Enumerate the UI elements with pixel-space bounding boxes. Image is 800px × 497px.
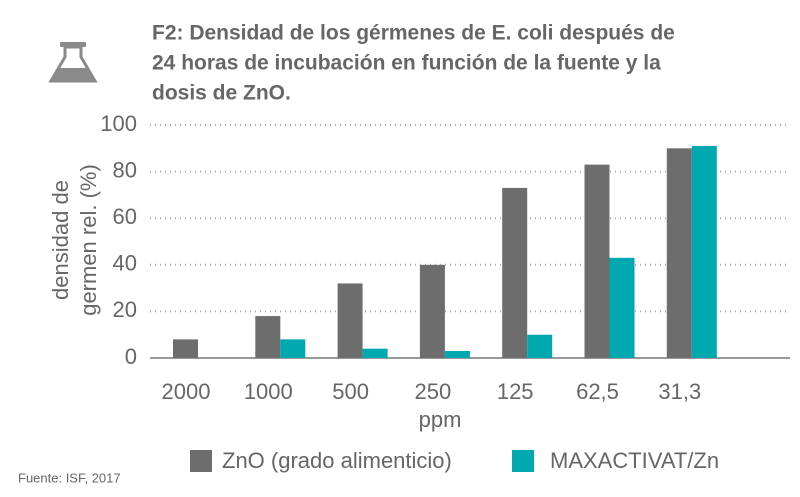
chart-title: 24 horas de incubación en función de la …: [152, 52, 661, 75]
source: Fuente: ISF, 2017: [18, 470, 121, 485]
bar: [609, 257, 635, 358]
y-axis-label: densidad de: [48, 180, 73, 300]
bar: [527, 334, 553, 358]
legend-label: MAXACTIVAT/Zn: [550, 448, 719, 473]
flask-icon: [48, 42, 98, 83]
bar: [444, 351, 470, 358]
x-tick-label: 2000: [162, 379, 211, 404]
bar: [502, 187, 528, 358]
x-tick-label: 250: [415, 379, 452, 404]
chart-title: dosis de ZnO.: [152, 82, 291, 105]
bar: [666, 148, 692, 358]
bar: [280, 339, 306, 358]
bar: [584, 164, 610, 358]
bar: [337, 283, 363, 358]
y-tick-label: 40: [113, 251, 137, 276]
bar: [691, 145, 717, 358]
y-tick-label: 60: [113, 204, 137, 229]
x-tick-label: 31,3: [658, 379, 701, 404]
bar: [173, 339, 198, 358]
legend-label: ZnO (grado alimenticio): [222, 448, 452, 473]
y-tick-label: 20: [113, 297, 137, 322]
x-tick-label: 500: [332, 379, 369, 404]
y-tick-label: 80: [113, 157, 137, 182]
x-tick-label: 125: [497, 379, 534, 404]
x-axis-label: ppm: [419, 407, 462, 432]
chart-title: F2: Densidad de los gérmenes de E. coli …: [152, 22, 675, 45]
y-axis-label: germen rel. (%): [76, 164, 101, 316]
bar: [255, 316, 281, 358]
y-tick-label: 100: [100, 111, 137, 136]
bar: [419, 264, 445, 358]
legend-swatch: [190, 450, 212, 472]
y-tick-label: 0: [125, 344, 137, 369]
x-tick-label: 62,5: [576, 379, 619, 404]
x-tick-label: 1000: [244, 379, 293, 404]
bar: [362, 348, 388, 358]
legend-swatch: [512, 450, 534, 472]
